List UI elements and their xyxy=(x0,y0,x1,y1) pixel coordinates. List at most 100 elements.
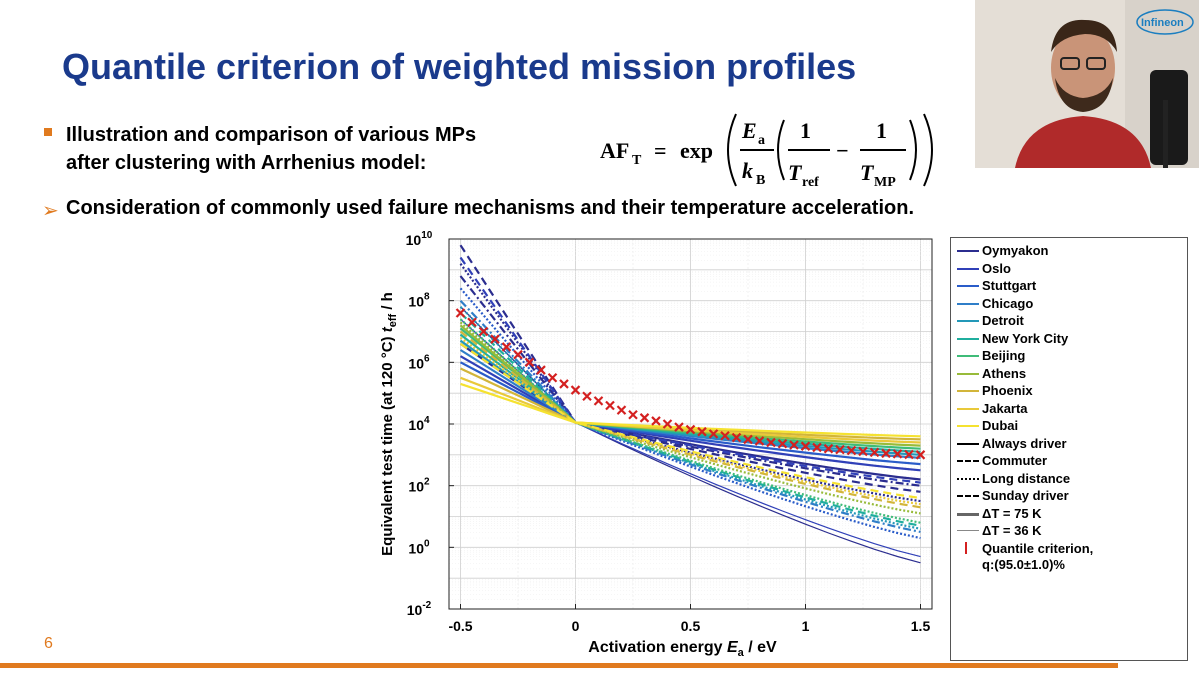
quantile-marker-stroke xyxy=(501,342,512,352)
quantile-marker-stroke xyxy=(754,436,765,446)
series-line xyxy=(459,361,921,466)
chart-legend: Oymyakon Oslo Stuttgart Chicago Detroit New Y… xyxy=(950,237,1188,661)
series-line xyxy=(459,263,921,503)
series-line xyxy=(459,355,921,472)
svg-text:=: = xyxy=(654,138,667,163)
quantile-marker-stroke xyxy=(605,400,615,411)
quantile-marker-stroke xyxy=(904,449,914,460)
y-tick-label: 102 xyxy=(408,477,430,495)
quantile-marker-stroke xyxy=(697,426,707,437)
x-tick-label: 1 xyxy=(802,618,810,634)
quantile-marker xyxy=(651,416,661,426)
legend-swatch xyxy=(957,530,979,531)
quantile-marker-stroke xyxy=(685,424,696,435)
quantile-marker-stroke xyxy=(478,326,489,337)
quantile-markers xyxy=(455,308,926,460)
svg-text:T: T xyxy=(632,153,642,168)
square-bullet-icon xyxy=(44,128,52,136)
legend-label-line-2: q:(95.0±1.0)% xyxy=(982,556,1065,572)
quantile-marker-stroke xyxy=(766,437,776,448)
y-tick-label: 100 xyxy=(408,538,430,556)
legend-label: Commuter xyxy=(982,453,1048,468)
legend-label: ΔT = 75 K xyxy=(982,505,1042,521)
legend-swatch xyxy=(957,355,979,357)
quantile-marker xyxy=(605,400,615,411)
chart-grid xyxy=(449,238,932,610)
quantile-marker xyxy=(777,438,788,449)
quantile-marker xyxy=(547,372,558,383)
x-tick-label: 0.5 xyxy=(681,618,701,634)
infineon-logo-icon xyxy=(1136,9,1194,35)
quantile-marker xyxy=(513,349,523,360)
footer-bar xyxy=(0,663,1118,668)
quantile-marker-stroke xyxy=(869,447,880,458)
svg-text:1: 1 xyxy=(876,118,887,143)
quantile-marker xyxy=(743,434,753,445)
x-tick-label: 0 xyxy=(572,618,580,634)
svg-text:E: E xyxy=(741,118,757,143)
legend-swatch xyxy=(957,372,979,375)
quantile-marker xyxy=(559,379,569,389)
x-tick-label: -0.5 xyxy=(448,618,472,634)
legend-swatch xyxy=(957,320,979,322)
y-tick-label: 1010 xyxy=(406,230,433,248)
legend-label: Sunday driver xyxy=(982,488,1069,503)
quantile-marker-stroke xyxy=(731,432,742,443)
legend-item: Phoenix xyxy=(951,382,1187,399)
quantile-marker xyxy=(812,442,822,453)
presenter-video: Infineon xyxy=(975,0,1199,168)
quantile-marker-stroke xyxy=(570,385,581,395)
series-line xyxy=(459,342,921,500)
legend-swatch xyxy=(957,285,979,287)
arrhenius-formula: AF T = exp E a k B 1 T ref − 1 T MP xyxy=(600,113,933,190)
quantile-marker xyxy=(846,445,857,456)
x-tick-label: 1.5 xyxy=(911,618,931,634)
legend-item: Dubai xyxy=(951,417,1187,434)
quantile-marker-stroke xyxy=(674,422,684,432)
chart-ticks: -0.5 0 0.5 1 1.5 10-2 100 102 104 106 108 1010 xyxy=(406,230,931,634)
slide-title: Quantile criterion of weighted mission p… xyxy=(62,46,857,87)
y-tick-label: 104 xyxy=(408,415,430,433)
quantile-marker xyxy=(892,449,903,459)
legend-swatch xyxy=(957,495,979,497)
series-line xyxy=(459,321,921,515)
quantile-marker xyxy=(869,447,880,458)
quantile-marker xyxy=(835,444,845,455)
legend-item: ΔT = 36 K xyxy=(951,522,1187,539)
quantile-marker-stroke xyxy=(639,413,650,423)
quantile-marker-stroke xyxy=(547,372,558,383)
quantile-marker-stroke xyxy=(467,317,477,328)
legend-item: Commuter xyxy=(951,452,1187,469)
series-line xyxy=(459,349,921,459)
quantile-marker-stroke xyxy=(651,416,661,426)
quantile-marker xyxy=(800,441,811,451)
legend-item: ΔT = 75 K xyxy=(951,505,1187,522)
series-line xyxy=(459,306,921,530)
quantile-marker-stroke xyxy=(812,442,822,453)
series-line xyxy=(459,244,921,493)
quantile-marker-stroke xyxy=(858,446,868,457)
quantile-marker xyxy=(455,308,466,318)
quantile-marker xyxy=(697,426,707,437)
quantile-marker xyxy=(858,446,868,457)
quantile-marker xyxy=(639,413,650,423)
quantile-marker-stroke xyxy=(789,440,799,450)
legend-label: Oymyakon xyxy=(982,243,1049,258)
svg-text:T: T xyxy=(788,160,803,185)
legend-item: Always driver xyxy=(951,435,1187,452)
presenter-image: Infineon xyxy=(975,0,1199,168)
quantile-marker xyxy=(628,409,638,420)
legend-swatch xyxy=(957,407,979,410)
quantile-marker-stroke xyxy=(881,448,891,459)
svg-text:ref: ref xyxy=(802,175,819,190)
legend-label: Beijing xyxy=(982,348,1026,363)
quantile-marker-stroke xyxy=(800,441,811,451)
legend-label: Dubai xyxy=(982,418,1019,433)
y-tick-label: 108 xyxy=(408,292,430,310)
quantile-marker xyxy=(467,317,477,328)
quantile-marker-stroke xyxy=(616,405,627,415)
y-tick-label: 106 xyxy=(408,353,430,371)
legend-item: Stuttgart xyxy=(951,277,1187,294)
series-line xyxy=(459,287,921,540)
legend-label: Phoenix xyxy=(982,383,1033,398)
